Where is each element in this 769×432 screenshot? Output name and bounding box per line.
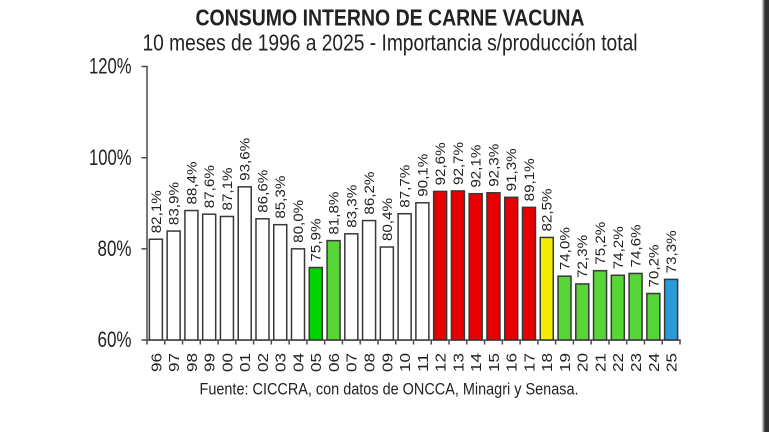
svg-text:23: 23 <box>628 353 645 372</box>
svg-text:85,3%: 85,3% <box>273 176 288 219</box>
svg-text:05: 05 <box>308 353 325 372</box>
svg-text:89,1%: 89,1% <box>522 158 537 201</box>
svg-text:120%: 120% <box>89 54 132 79</box>
svg-text:98: 98 <box>184 353 201 372</box>
svg-text:87,7%: 87,7% <box>398 165 413 208</box>
svg-text:19: 19 <box>557 353 574 372</box>
svg-text:Fuente: CICCRA, con datos de O: Fuente: CICCRA, con datos de ONCCA, Mina… <box>200 380 579 399</box>
svg-text:87,6%: 87,6% <box>202 165 217 208</box>
svg-text:83,3%: 83,3% <box>344 185 359 228</box>
svg-text:60%: 60% <box>98 327 132 352</box>
svg-text:14: 14 <box>468 353 485 372</box>
svg-text:80%: 80% <box>98 236 132 261</box>
svg-text:74,6%: 74,6% <box>629 224 644 267</box>
svg-text:12: 12 <box>433 353 450 372</box>
svg-text:24: 24 <box>646 353 663 372</box>
svg-text:70,2%: 70,2% <box>646 245 661 288</box>
svg-text:25: 25 <box>664 353 681 372</box>
svg-text:96: 96 <box>148 353 165 372</box>
svg-text:92,6%: 92,6% <box>433 142 448 185</box>
svg-text:04: 04 <box>290 353 307 372</box>
svg-text:09: 09 <box>379 353 396 372</box>
svg-text:93,6%: 93,6% <box>238 138 253 181</box>
svg-text:74,2%: 74,2% <box>611 226 626 269</box>
svg-text:75,2%: 75,2% <box>593 222 608 265</box>
svg-text:10: 10 <box>397 353 414 372</box>
svg-text:74,0%: 74,0% <box>557 227 572 270</box>
svg-text:11: 11 <box>415 353 432 372</box>
svg-text:82,1%: 82,1% <box>149 190 164 233</box>
svg-text:20: 20 <box>575 353 592 372</box>
svg-text:07: 07 <box>344 353 361 372</box>
svg-text:80,0%: 80,0% <box>291 200 306 243</box>
svg-text:88,4%: 88,4% <box>184 162 199 205</box>
svg-text:18: 18 <box>539 353 556 372</box>
svg-text:83,9%: 83,9% <box>167 182 182 225</box>
svg-text:02: 02 <box>255 353 272 372</box>
svg-text:97: 97 <box>166 353 183 372</box>
svg-text:75,9%: 75,9% <box>309 219 324 262</box>
svg-text:91,3%: 91,3% <box>504 148 519 191</box>
svg-text:CONSUMO INTERNO DE CARNE VACUN: CONSUMO INTERNO DE CARNE VACUNA <box>196 5 585 31</box>
svg-text:99: 99 <box>202 353 219 372</box>
svg-text:16: 16 <box>504 353 521 372</box>
svg-text:80,4%: 80,4% <box>380 198 395 241</box>
svg-text:17: 17 <box>521 353 538 372</box>
svg-text:22: 22 <box>610 353 627 372</box>
svg-text:87,1%: 87,1% <box>220 167 235 210</box>
svg-text:01: 01 <box>237 353 254 372</box>
svg-text:86,2%: 86,2% <box>362 172 377 215</box>
svg-text:03: 03 <box>273 353 290 372</box>
svg-text:15: 15 <box>486 353 503 372</box>
svg-text:81,8%: 81,8% <box>327 192 342 235</box>
svg-text:72,3%: 72,3% <box>575 235 590 278</box>
svg-text:92,3%: 92,3% <box>486 144 501 187</box>
svg-text:82,5%: 82,5% <box>540 188 555 231</box>
svg-text:92,1%: 92,1% <box>469 145 484 188</box>
svg-text:100%: 100% <box>89 145 132 170</box>
svg-text:92,7%: 92,7% <box>451 142 466 185</box>
svg-text:10 meses de 1996 a 2025 - Impo: 10 meses de 1996 a 2025 - Importancia s/… <box>143 29 638 55</box>
svg-text:86,6%: 86,6% <box>255 170 270 213</box>
svg-text:73,3%: 73,3% <box>664 230 679 273</box>
svg-text:00: 00 <box>219 353 236 372</box>
svg-text:13: 13 <box>450 353 467 372</box>
svg-text:90,1%: 90,1% <box>415 154 430 197</box>
svg-text:06: 06 <box>326 353 343 372</box>
svg-text:21: 21 <box>592 353 609 372</box>
svg-text:08: 08 <box>361 353 378 372</box>
